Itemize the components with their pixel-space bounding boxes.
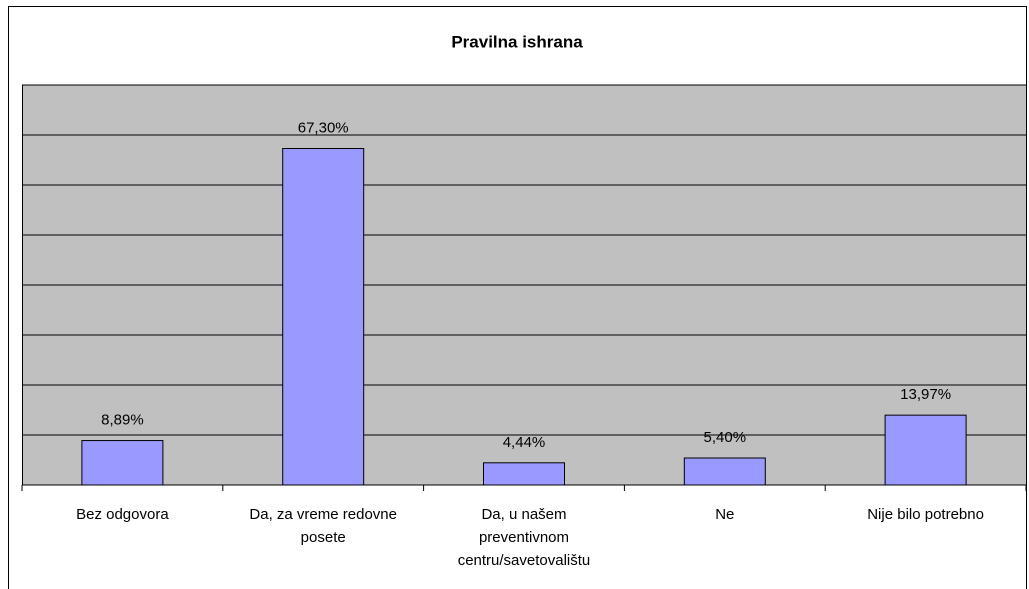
bar (884, 414, 967, 486)
bar (683, 457, 766, 486)
value-label: 13,97% (900, 386, 951, 403)
chart-title: Pravilna ishrana (451, 32, 583, 51)
x-tick-label: Da, u našem preventivnom centru/savetovali… (458, 506, 591, 569)
bar (282, 148, 365, 486)
value-label: 8,89% (101, 412, 144, 429)
value-label: 5,40% (704, 429, 747, 446)
x-tick-label: Ne (715, 506, 734, 523)
bar (81, 440, 164, 486)
x-tick-label: Nije bilo potrebno (867, 506, 984, 523)
value-label: 4,44% (503, 434, 546, 451)
x-tick-label: Bez odgovora (76, 506, 169, 523)
value-label: 67,30% (298, 119, 349, 136)
bar (483, 462, 565, 486)
x-tick-label: Da, za vreme redovne posete (249, 506, 397, 546)
